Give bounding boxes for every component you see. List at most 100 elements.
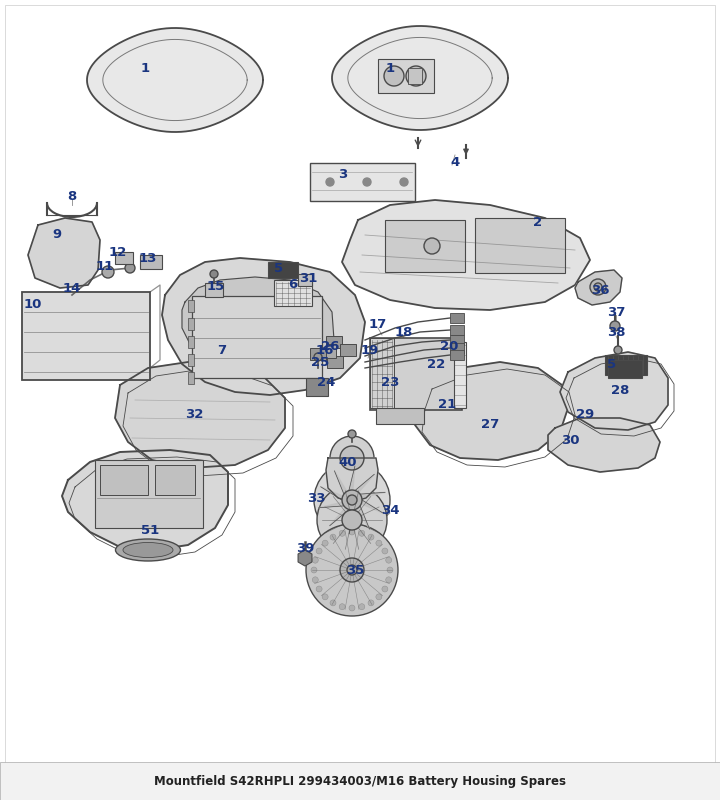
Polygon shape xyxy=(87,28,263,132)
Text: 4: 4 xyxy=(451,155,459,169)
Text: 11: 11 xyxy=(96,261,114,274)
Bar xyxy=(268,262,298,278)
Text: 40: 40 xyxy=(338,455,357,469)
Text: 3: 3 xyxy=(338,169,348,182)
Bar xyxy=(450,350,464,360)
Polygon shape xyxy=(352,500,369,529)
Bar xyxy=(605,355,647,375)
Text: 5: 5 xyxy=(608,358,616,371)
Circle shape xyxy=(594,283,602,291)
Circle shape xyxy=(210,270,218,278)
Bar xyxy=(188,318,194,330)
Polygon shape xyxy=(330,500,352,526)
Circle shape xyxy=(382,548,388,554)
Polygon shape xyxy=(332,26,508,130)
Text: 29: 29 xyxy=(576,409,594,422)
Text: 22: 22 xyxy=(427,358,445,371)
Polygon shape xyxy=(352,492,385,500)
Circle shape xyxy=(316,548,322,554)
Bar xyxy=(192,296,322,378)
Bar xyxy=(115,252,133,264)
Text: 27: 27 xyxy=(481,418,499,431)
Circle shape xyxy=(340,558,364,582)
Circle shape xyxy=(326,178,334,186)
Circle shape xyxy=(368,600,374,606)
Polygon shape xyxy=(28,218,100,288)
Bar xyxy=(298,274,312,286)
Circle shape xyxy=(339,530,345,536)
Polygon shape xyxy=(320,486,352,500)
Bar xyxy=(310,163,415,201)
Text: 30: 30 xyxy=(561,434,580,446)
Text: 39: 39 xyxy=(296,542,314,554)
Bar xyxy=(326,344,336,358)
Polygon shape xyxy=(335,471,352,500)
Text: 24: 24 xyxy=(317,375,336,389)
Circle shape xyxy=(312,557,318,563)
Bar xyxy=(340,344,356,356)
Circle shape xyxy=(406,66,426,86)
Polygon shape xyxy=(548,418,660,472)
Circle shape xyxy=(424,238,440,254)
Text: 31: 31 xyxy=(299,271,318,285)
Circle shape xyxy=(386,557,392,563)
Circle shape xyxy=(590,279,606,295)
Text: 34: 34 xyxy=(381,503,400,517)
Circle shape xyxy=(316,586,322,592)
Bar xyxy=(450,343,464,353)
Polygon shape xyxy=(162,258,365,395)
Polygon shape xyxy=(349,500,355,534)
Text: 1: 1 xyxy=(140,62,150,74)
Bar xyxy=(450,335,464,345)
Bar xyxy=(327,356,343,368)
Bar xyxy=(370,338,394,408)
Bar xyxy=(608,360,642,378)
Text: 15: 15 xyxy=(207,279,225,293)
Circle shape xyxy=(339,604,345,610)
Circle shape xyxy=(340,446,364,470)
Bar xyxy=(100,465,148,495)
Circle shape xyxy=(330,534,336,540)
Circle shape xyxy=(306,524,398,616)
Bar xyxy=(326,336,342,348)
Bar xyxy=(188,372,194,384)
Circle shape xyxy=(348,430,356,438)
Text: 26: 26 xyxy=(321,341,339,354)
Text: 8: 8 xyxy=(68,190,76,202)
Polygon shape xyxy=(352,474,374,500)
Text: 36: 36 xyxy=(590,283,609,297)
Circle shape xyxy=(314,462,390,538)
Circle shape xyxy=(330,436,374,480)
Circle shape xyxy=(347,495,357,505)
Bar xyxy=(205,283,223,297)
Circle shape xyxy=(317,485,387,555)
Polygon shape xyxy=(62,450,228,550)
Text: 28: 28 xyxy=(611,383,629,397)
Ellipse shape xyxy=(115,539,181,561)
Text: 2: 2 xyxy=(534,215,543,229)
Circle shape xyxy=(382,586,388,592)
Polygon shape xyxy=(182,277,334,378)
Text: 35: 35 xyxy=(346,563,364,577)
Circle shape xyxy=(311,567,317,573)
Circle shape xyxy=(322,540,328,546)
Bar xyxy=(378,59,434,93)
Bar xyxy=(310,348,326,360)
Text: 14: 14 xyxy=(63,282,81,294)
Polygon shape xyxy=(349,466,355,500)
Text: 18: 18 xyxy=(395,326,413,339)
Bar xyxy=(0,762,720,800)
Polygon shape xyxy=(115,362,285,468)
Bar xyxy=(188,300,194,312)
Circle shape xyxy=(368,534,374,540)
Circle shape xyxy=(322,594,328,600)
Polygon shape xyxy=(415,362,568,460)
Bar xyxy=(140,255,162,269)
Circle shape xyxy=(314,353,322,361)
Circle shape xyxy=(349,529,355,535)
Bar xyxy=(370,338,462,410)
Bar xyxy=(454,342,466,408)
Text: 12: 12 xyxy=(109,246,127,258)
Polygon shape xyxy=(352,500,383,514)
Circle shape xyxy=(363,178,371,186)
